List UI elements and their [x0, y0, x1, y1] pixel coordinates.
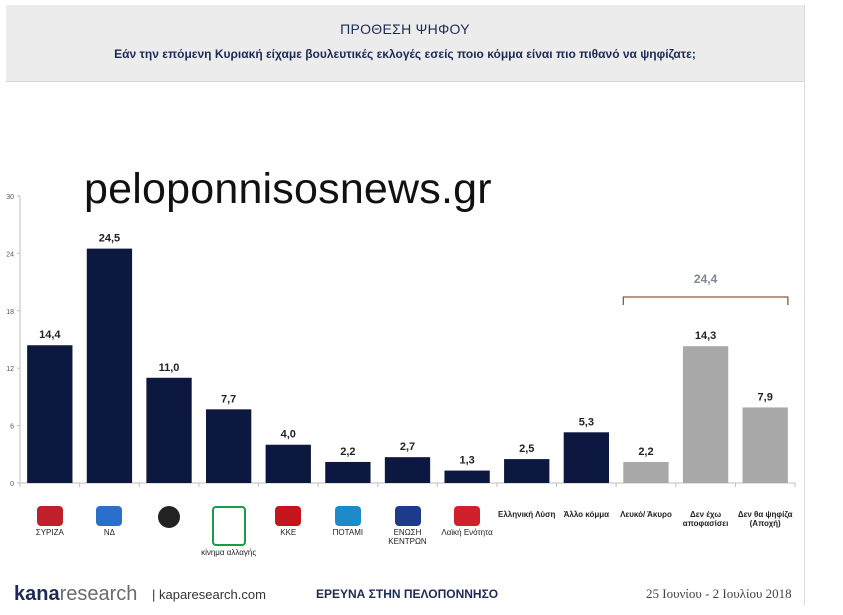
bar-value-label: 24,5 [99, 233, 120, 245]
category-label [139, 506, 199, 530]
party-logo-icon [211, 506, 246, 546]
category-label: κίνημα αλλαγής [199, 506, 259, 557]
bracket-label: 24,4 [694, 272, 718, 286]
bracket [622, 296, 789, 305]
bar [504, 459, 550, 483]
y-tick-label: 12 [6, 366, 14, 373]
category-label-text: Λευκό/ Άκυρο [620, 510, 672, 519]
bar-value-label: 5,3 [579, 416, 594, 428]
watermark-text: peloponnisosnews.gr [84, 165, 492, 213]
category-label: Λαϊκή Ενότητα [437, 506, 497, 537]
brand-site: | kaparesearch.com [152, 587, 266, 602]
party-logo-icon [158, 506, 181, 528]
category-label: ΝΔ [79, 506, 139, 537]
bar-value-label: 14,4 [39, 329, 61, 341]
category-label-text: ΝΔ [103, 528, 115, 537]
brand-kana: kana [14, 583, 60, 605]
bar [27, 345, 73, 483]
divider [804, 5, 805, 605]
footer: kanaresearch | kaparesearch.com ΕΡΕΥΝΑ Σ… [6, 572, 804, 612]
brand-logo: kanaresearch [14, 583, 137, 606]
category-label-text: ΚΚΕ [280, 528, 297, 537]
chart-subtitle: Εάν την επόμενη Κυριακή είχαμε βουλευτικ… [114, 47, 696, 61]
category-label-text: ΠΟΤΑΜΙ [332, 528, 364, 537]
party-logo-icon [394, 506, 421, 526]
survey-dates: 25 Ιουνίου - 2 Ιουλίου 2018 [646, 586, 792, 601]
category-label: ΚΚΕ [258, 506, 318, 537]
bar-value-label: 2,2 [340, 446, 355, 458]
chart-title: ΠΡΟΘΕΣΗ ΨΗΦΟΥ [340, 21, 470, 37]
y-tick-label: 30 [6, 194, 14, 201]
bar-value-label: 11,0 [159, 362, 180, 374]
bar-value-label: 2,7 [400, 441, 415, 453]
category-label: Λευκό/ Άκυρο [616, 510, 676, 519]
category-label: Άλλο κόμμα [556, 510, 616, 519]
category-label: ΣΥΡΙΖΑ [20, 506, 80, 537]
bar [86, 248, 133, 483]
brand-research: research [59, 583, 138, 605]
bar-value-label: 14,3 [695, 330, 716, 342]
category-label-text: Λαϊκή Ενότητα [441, 528, 493, 537]
bar-value-label: 2,5 [519, 443, 534, 455]
party-logo-icon [334, 506, 361, 526]
category-label-text: ΣΥΡΙΖΑ [35, 528, 64, 537]
bar [206, 409, 252, 483]
category-label: Ελληνική Λύση [497, 510, 557, 519]
survey-label: ΕΡΕΥΝΑ ΣΤΗΝ ΠΕΛΟΠΟΝΝΗΣΟ [316, 587, 499, 601]
category-label-text: Δεν θα ψηφίζα (Αποχή) [737, 510, 793, 528]
category-label: Δεν έχω αποφασίσει [676, 510, 736, 528]
bar-value-label: 4,0 [281, 429, 296, 441]
category-label-text: κίνημα αλλαγής [201, 548, 257, 557]
bar-value-label: 2,2 [638, 446, 653, 458]
party-logo-icon [454, 506, 481, 526]
bar [742, 407, 788, 483]
category-label-text: Άλλο κόμμα [563, 510, 610, 519]
category-label-text: Ελληνική Λύση [498, 510, 556, 519]
category-label: ΠΟΤΑΜΙ [318, 506, 378, 537]
y-tick-label: 24 [6, 251, 14, 258]
party-logo-icon [36, 506, 63, 526]
chart-header: ΠΡΟΘΕΣΗ ΨΗΦΟΥ Εάν την επόμενη Κυριακή εί… [6, 5, 804, 82]
bar [623, 461, 669, 483]
bar [682, 346, 729, 483]
category-label-text: Δεν έχω αποφασίσει [682, 510, 729, 528]
y-tick-label: 18 [6, 309, 14, 316]
y-tick-label: 0 [10, 481, 14, 488]
category-label-text: ΕΝΩΣΗ ΚΕΝΤΡΩΝ [388, 528, 427, 546]
category-label: Δεν θα ψηφίζα (Αποχή) [735, 510, 795, 528]
category-label: ΕΝΩΣΗ ΚΕΝΤΡΩΝ [378, 506, 438, 546]
bar [325, 461, 371, 483]
bar-value-label: 7,9 [758, 391, 773, 403]
bar-value-label: 7,7 [221, 393, 236, 405]
bar [563, 432, 609, 483]
bar [146, 377, 192, 483]
party-logo-icon [96, 506, 123, 526]
bar-value-label: 1,3 [459, 455, 474, 467]
bar [384, 457, 431, 483]
party-logo-icon [275, 506, 302, 526]
bar [265, 444, 311, 483]
y-tick-label: 6 [10, 424, 14, 431]
bar [444, 470, 490, 483]
